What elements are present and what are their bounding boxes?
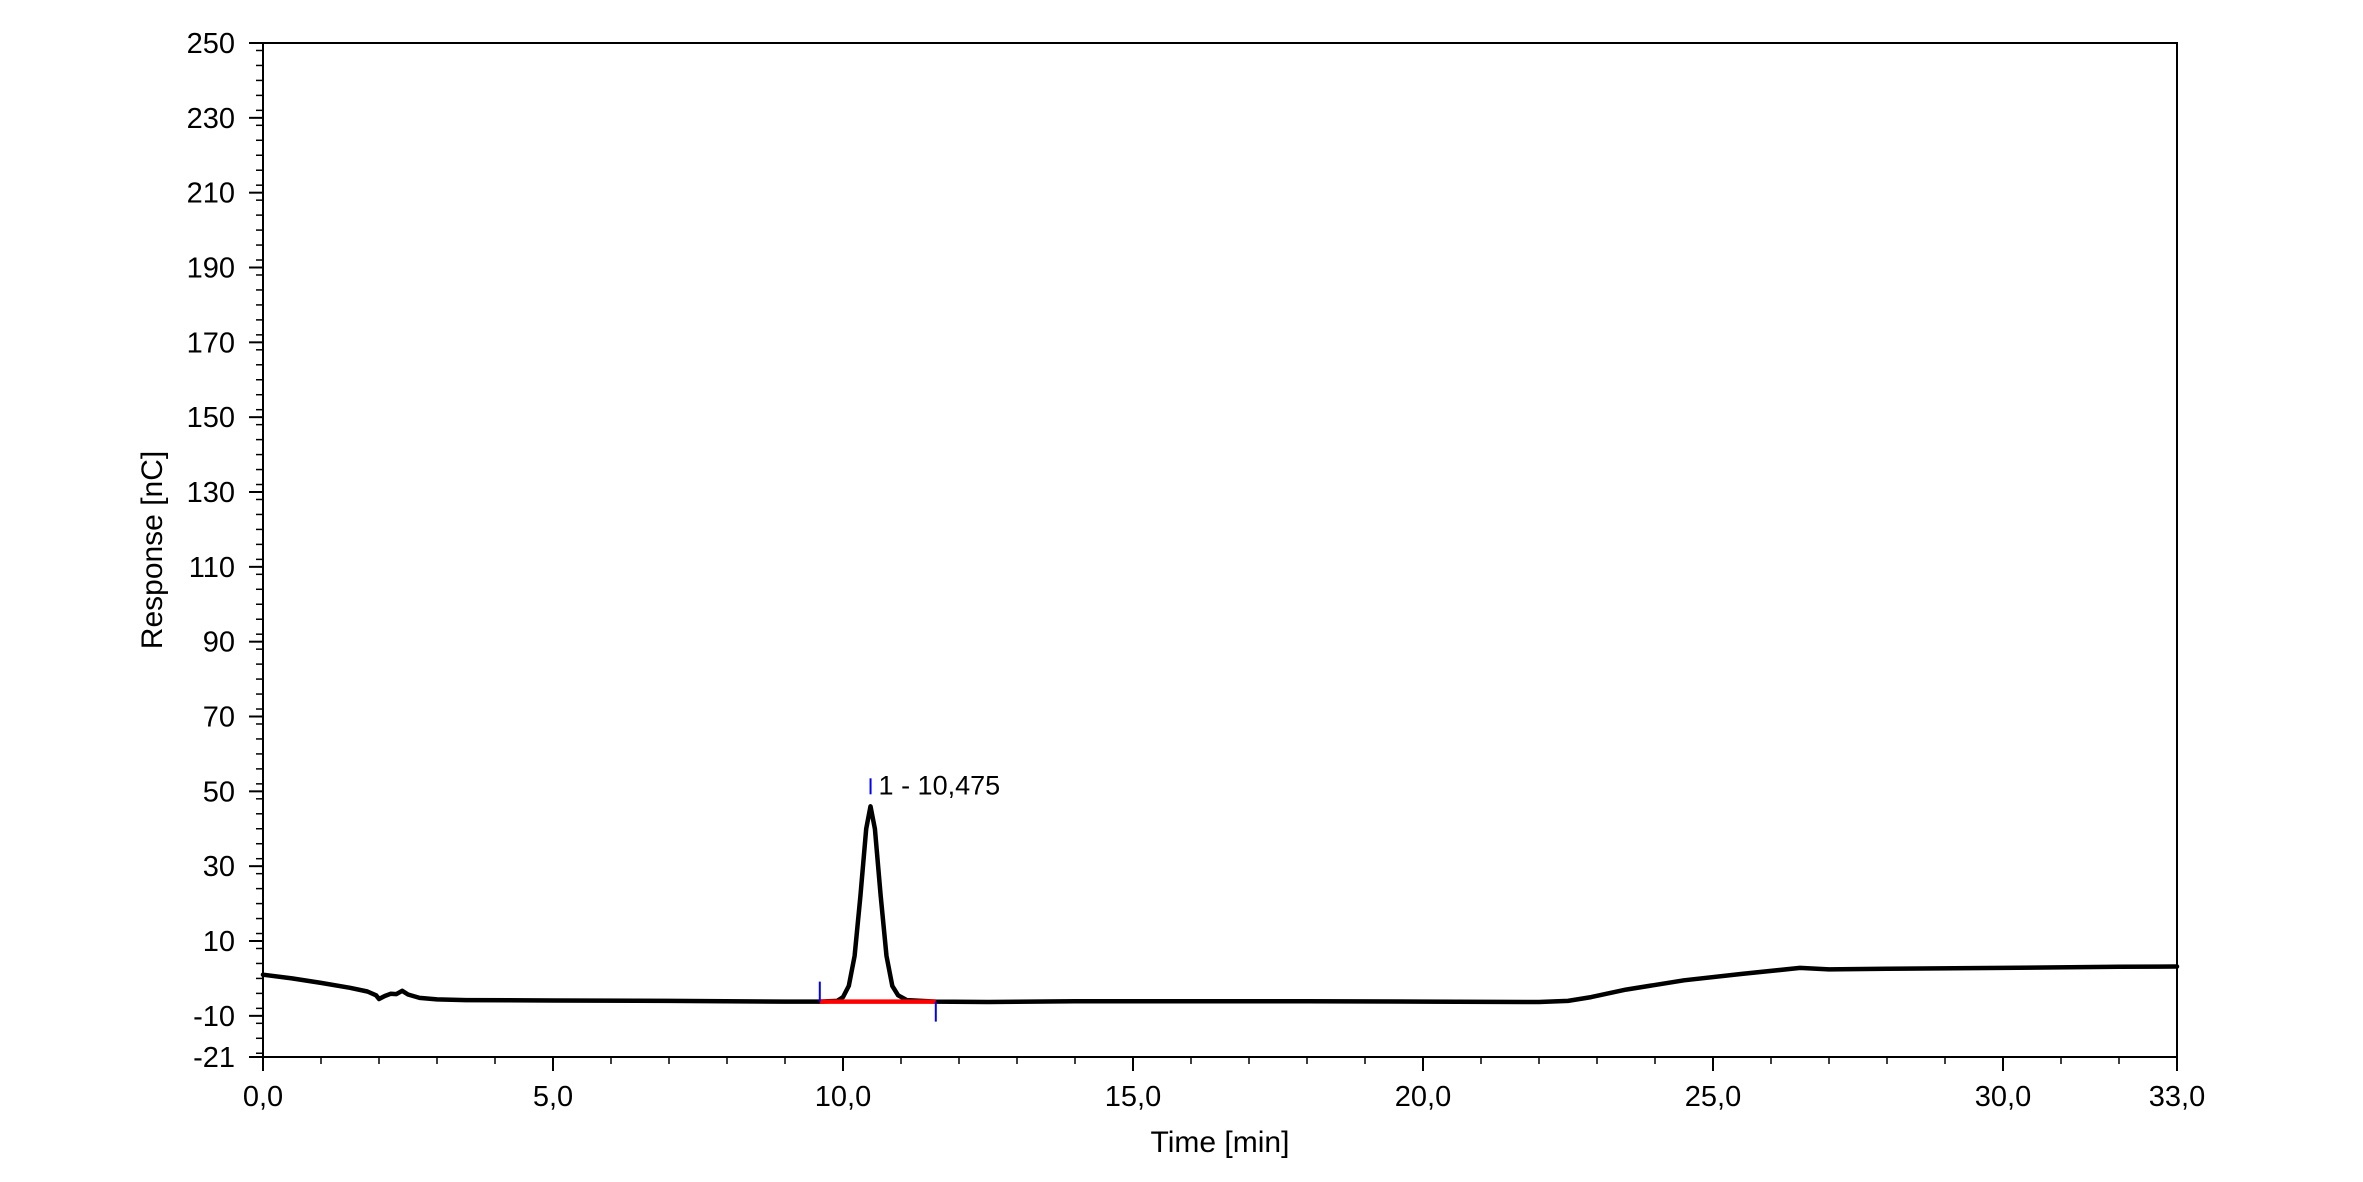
y-tick-label: -21 — [193, 1042, 235, 1074]
y-tick-label: 70 — [203, 702, 235, 734]
y-tick-label: 30 — [203, 851, 235, 883]
y-tick-label: 50 — [203, 776, 235, 808]
y-tick-label: 230 — [187, 103, 235, 135]
plot-frame — [262, 42, 2178, 1058]
y-tick-label: 250 — [187, 28, 235, 60]
x-tick-label: 10,0 — [815, 1081, 871, 1113]
x-tick-label: 5,0 — [533, 1081, 573, 1113]
y-tick-label: 170 — [187, 327, 235, 359]
x-tick-label: 33,0 — [2149, 1081, 2205, 1113]
y-tick-label: 150 — [187, 402, 235, 434]
annotations: 1 - 10,475 — [879, 770, 1001, 800]
x-tick-label: 30,0 — [1975, 1081, 2031, 1113]
chart-marks — [260, 778, 2180, 1022]
major-ticks — [249, 42, 2178, 1071]
y-tick-labels: -21 -10 10 30 50 70 90 110 130 150 170 190 210 230 250 — [187, 28, 235, 1074]
y-tick-label: 110 — [189, 552, 235, 584]
minor-ticks — [256, 49, 2178, 1064]
y-tick-label: -10 — [193, 1001, 235, 1033]
x-tick-label: 20,0 — [1395, 1081, 1451, 1113]
y-tick-label: 130 — [187, 477, 235, 509]
y-tick-label: 90 — [203, 627, 235, 659]
y-axis-title: Response [nC] — [136, 451, 169, 649]
x-axis-title: Time [min] — [1151, 1126, 1290, 1159]
x-tick-label: 25,0 — [1685, 1081, 1741, 1113]
x-tick-labels: 0,0 5,0 10,0 15,0 20,0 25,0 30,0 33,0 — [243, 1081, 2205, 1113]
series-line — [260, 804, 2180, 1005]
x-tick-label: 0,0 — [243, 1081, 283, 1113]
x-tick-label: 15,0 — [1105, 1081, 1161, 1113]
y-tick-label: 210 — [187, 178, 235, 210]
y-tick-label: 10 — [203, 926, 235, 958]
peak-label: 1 - 10,475 — [879, 770, 1001, 800]
y-tick-label: 190 — [187, 253, 235, 285]
